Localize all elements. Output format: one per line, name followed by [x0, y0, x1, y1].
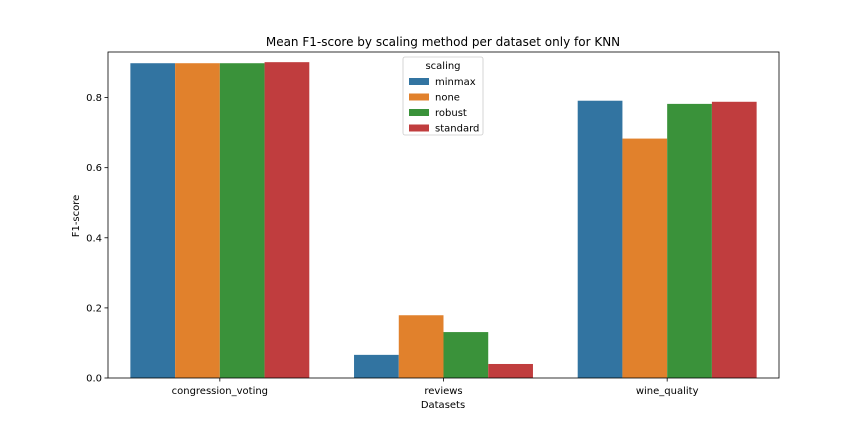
legend-swatch-none	[409, 93, 429, 101]
y-tick-label: 0.6	[86, 163, 102, 174]
y-tick-label: 0.2	[86, 303, 102, 314]
x-tick-label: wine_quality	[636, 386, 699, 397]
chart-title: Mean F1-score by scaling method per data…	[266, 35, 620, 49]
legend-title: scaling	[425, 61, 460, 72]
legend-label-robust: robust	[435, 108, 467, 119]
y-axis-label: F1-score	[71, 195, 82, 238]
x-tick-label: congression_voting	[172, 386, 268, 397]
bar-standard-congression_voting	[264, 62, 310, 379]
y-tick-label: 0.4	[86, 233, 102, 244]
legend: scaling minmax none robust standard	[402, 56, 484, 136]
y-tick-label: 0.8	[86, 93, 102, 104]
legend-label-none: none	[435, 93, 460, 104]
bar-none-congression_voting	[175, 63, 220, 378]
bar-robust-congression_voting	[219, 63, 265, 378]
bar-standard-wine_quality	[711, 101, 757, 378]
bar-none-reviews	[398, 315, 444, 378]
legend-swatch-standard	[409, 124, 429, 132]
bar-none-wine_quality	[622, 138, 668, 378]
x-axis-label: Datasets	[421, 400, 465, 411]
bar-minmax-wine_quality	[577, 100, 623, 378]
bar-robust-wine_quality	[667, 103, 712, 378]
bar-minmax-reviews	[354, 354, 399, 378]
plot-area: 0.0 0.2 0.4 0.6 0.8 congression_voting reviews…	[86, 51, 780, 397]
legend-swatch-minmax	[409, 78, 429, 85]
y-tick-label: 0.0	[86, 374, 102, 385]
bar-standard-reviews	[488, 363, 533, 378]
x-tick-label: reviews	[424, 386, 462, 397]
bar-robust-reviews	[443, 332, 489, 378]
legend-label-standard: standard	[435, 124, 479, 135]
legend-label-minmax: minmax	[435, 77, 476, 88]
legend-swatch-robust	[409, 109, 429, 116]
bar-minmax-congression_voting	[130, 63, 176, 378]
